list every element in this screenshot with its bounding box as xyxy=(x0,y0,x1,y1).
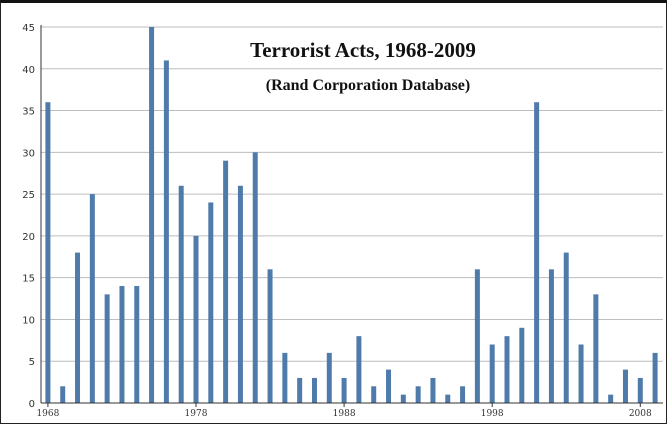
bar-1972 xyxy=(104,294,110,403)
bar-2005 xyxy=(593,294,599,403)
bar-2009 xyxy=(652,352,658,403)
bar-1989 xyxy=(356,336,362,403)
y-tick-label: 20 xyxy=(22,232,35,243)
bar-2004 xyxy=(578,344,584,403)
y-tick-label: 0 xyxy=(29,399,35,410)
y-axis-ticks: 0 5 10 15 20 25 30 35 40 45 xyxy=(22,23,35,410)
bars xyxy=(45,27,658,404)
bar-1968 xyxy=(45,102,51,403)
bar-1981 xyxy=(237,185,243,403)
bar-1997 xyxy=(474,269,480,403)
chart-title: Terrorist Acts, 1968-2009 xyxy=(250,38,476,62)
bar-1980 xyxy=(223,160,229,403)
bar-1970 xyxy=(75,252,81,403)
bar-1983 xyxy=(267,269,273,403)
y-tick-label: 25 xyxy=(22,190,35,201)
bar-1977 xyxy=(178,185,184,403)
bar-1990 xyxy=(371,386,377,403)
bar-1991 xyxy=(386,369,392,403)
bar-2008 xyxy=(637,377,643,403)
bar-1976 xyxy=(163,60,169,404)
bar-2006 xyxy=(608,394,614,403)
y-tick-label: 10 xyxy=(22,315,35,326)
bar-1986 xyxy=(311,377,317,403)
bar-1994 xyxy=(430,377,436,403)
bar-2000 xyxy=(519,327,525,403)
y-tick-label: 15 xyxy=(22,274,35,285)
y-tick-label: 45 xyxy=(22,23,35,34)
y-tick-label: 35 xyxy=(22,107,35,118)
bar-1999 xyxy=(504,336,510,403)
x-tick-label: 1978 xyxy=(185,409,208,419)
bar-2003 xyxy=(563,252,569,403)
y-tick-label: 40 xyxy=(22,65,35,76)
bar-1973 xyxy=(119,286,125,403)
y-tick-label: 5 xyxy=(29,357,35,368)
bar-1985 xyxy=(297,377,303,403)
bar-1982 xyxy=(252,152,258,403)
bar-2001 xyxy=(534,102,540,403)
bar-1975 xyxy=(149,27,155,403)
bar-1992 xyxy=(400,394,406,403)
x-tick-label: 1998 xyxy=(481,409,504,419)
bar-1987 xyxy=(326,352,332,403)
bar-1998 xyxy=(489,344,495,403)
bar-2007 xyxy=(622,369,628,403)
x-tick-label: 1988 xyxy=(333,409,356,419)
bar-1978 xyxy=(193,235,199,403)
bar-1979 xyxy=(208,202,214,403)
bar-1984 xyxy=(282,352,288,403)
bar-1996 xyxy=(460,386,466,403)
bar-2002 xyxy=(548,269,554,403)
bar-1988 xyxy=(341,377,347,403)
gridlines xyxy=(41,26,663,362)
chart-subtitle: (Rand Corporation Database) xyxy=(266,77,470,94)
x-tick-label: 1968 xyxy=(36,409,59,419)
bar-1993 xyxy=(415,386,421,403)
x-axis-ticks: 1968 1978 1988 1998 2008 xyxy=(36,403,652,419)
bar-1971 xyxy=(89,194,95,403)
bar-1995 xyxy=(445,394,451,403)
bar-1974 xyxy=(134,286,140,403)
x-tick-label: 2008 xyxy=(629,409,652,419)
y-tick-label: 30 xyxy=(22,148,35,159)
bar-1969 xyxy=(60,386,66,403)
